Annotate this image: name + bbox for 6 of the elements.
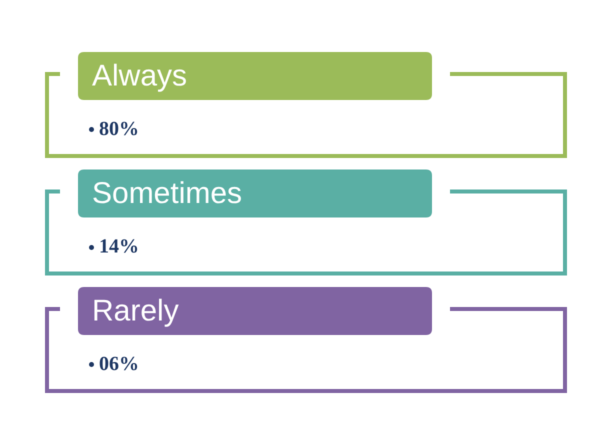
category-label: Always [92,59,188,92]
category-label: Rarely [92,294,179,328]
data-label: 06% [99,353,139,376]
category-label: Sometimes [92,176,242,210]
data-label: 80% [99,118,139,140]
data-label: 14% [99,236,139,258]
